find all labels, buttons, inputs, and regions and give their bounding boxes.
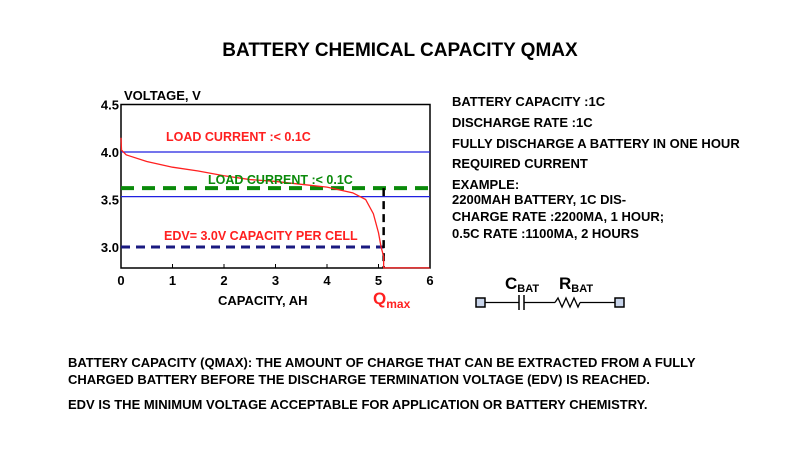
x-axis-label: CAPACITY, AH [218,293,308,308]
y-tick-label: 4.5 [101,98,119,113]
resistor-icon [554,296,581,309]
x-tick-label: 4 [323,273,331,288]
terminal-right [614,297,625,308]
right-text-line: 0.5C RATE :1100MA, 2 HOURS [452,226,639,241]
annotation-load-current-red: LOAD CURRENT :< 0.1C [166,130,311,144]
terminal-left [475,297,486,308]
right-text-line: 2200MAH BATTERY, 1C DIS- [452,192,627,207]
c-bat-label: CBAT [505,274,539,295]
circuit-diagram: CBAT RBAT [475,274,625,310]
y-tick-label: 3.5 [101,193,119,208]
right-text-line: BATTERY CAPACITY :1C [452,94,606,109]
discharge-curve [120,137,430,269]
page-title: BATTERY CHEMICAL CAPACITY QMAX [222,40,578,61]
definition-line: BATTERY CAPACITY (QMAX): THE AMOUNT OF C… [68,355,696,370]
annotation-edv: EDV= 3.0V CAPACITY PER CELL [164,229,358,243]
right-text-line: DISCHARGE RATE :1C [452,115,593,130]
annotation-load-current-green: LOAD CURRENT :< 0.1C [208,173,353,187]
x-tick-label: 5 [375,273,382,288]
definition-line: EDV IS THE MINIMUM VOLTAGE ACCEPTABLE FO… [68,397,648,412]
x-tick-label: 2 [220,273,227,288]
right-text-line: FULLY DISCHARGE A BATTERY IN ONE HOUR [452,136,740,151]
y-tick-label: 4.0 [101,145,119,160]
y-axis-label: VOLTAGE, V [124,88,201,103]
x-tick-label: 0 [117,273,124,288]
right-text-line: EXAMPLE: [452,177,520,192]
x-tick-label: 3 [272,273,279,288]
qmax-label: Qmax [373,289,411,311]
y-tick-label: 3.0 [101,240,119,255]
x-tick-label: 1 [169,273,176,288]
r-bat-label: RBAT [559,274,593,295]
definition-line: CHARGED BATTERY BEFORE THE DISCHARGE TER… [68,372,650,387]
right-text-line: REQUIRED CURRENT [452,156,588,171]
right-text-line: CHARGE RATE :2200MA, 1 HOUR; [452,209,665,224]
x-tick-label: 6 [426,273,433,288]
